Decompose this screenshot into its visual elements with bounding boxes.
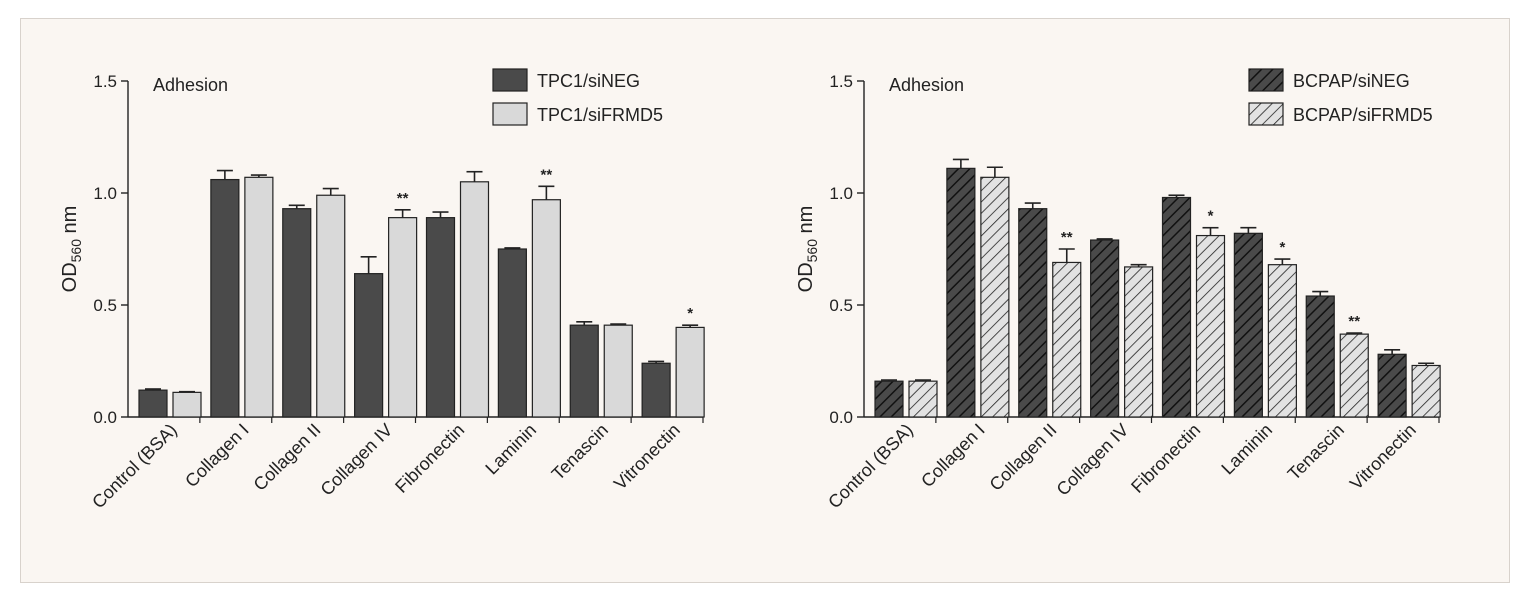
bar-series1 <box>1018 208 1048 418</box>
y-tick-label: 1.5 <box>829 72 853 91</box>
bar-series1 <box>138 389 168 418</box>
category-label: Fibronectin <box>391 420 468 497</box>
bar-series1 <box>1233 232 1263 418</box>
y-axis-label-unit: nm <box>795 206 817 239</box>
bar-series2 <box>388 217 418 418</box>
significance-marker: * <box>687 305 693 322</box>
bar-series2 <box>172 391 202 418</box>
chart-left: 0.0 0.5 1.0 1.5 OD560 nm Adhesion Control (BSA… <box>59 68 705 513</box>
significance-marker: ** <box>1061 229 1073 246</box>
bar-series2 <box>1411 364 1441 418</box>
bar-series2 <box>316 194 346 418</box>
bar-series1 <box>354 273 384 418</box>
bar-series1 <box>1305 295 1335 418</box>
chart-annotation: Adhesion <box>153 75 228 95</box>
bar-series2 <box>1052 261 1082 418</box>
category-label: Collagen II <box>250 420 325 495</box>
category-label: Collagen I <box>917 420 988 491</box>
category-label: Laminin <box>1217 420 1276 479</box>
bar-series1 <box>1161 196 1192 418</box>
legend-label: TPC1/siFRMD5 <box>537 105 663 125</box>
bar-series2 <box>675 326 705 418</box>
legend-label: BCPAP/siFRMD5 <box>1293 105 1433 125</box>
bar-series1 <box>569 324 599 418</box>
bar-series2 <box>1124 266 1154 418</box>
y-tick-label: 1.0 <box>93 184 117 203</box>
bar-series2 <box>908 380 938 418</box>
category-label: Control (BSA) <box>88 420 181 513</box>
y-axis-label: OD560 nm <box>59 206 84 293</box>
significance-marker: * <box>1279 239 1285 256</box>
y-tick-label: 0.0 <box>93 408 117 427</box>
category-label: Tenascin <box>1284 420 1348 484</box>
y-tick-label: 0.5 <box>93 296 117 315</box>
bar-series2 <box>1267 264 1297 418</box>
significance-marker: ** <box>541 166 553 183</box>
category-label: Fibronectin <box>1127 420 1204 497</box>
category-label: Vitronectin <box>1346 420 1420 494</box>
bar-series2 <box>1339 333 1369 418</box>
y-tick-label: 0.0 <box>829 408 853 427</box>
y-axis-label-main: OD <box>795 262 817 292</box>
y-axis-label-sub: 560 <box>804 239 820 263</box>
y-axis-label-sub: 560 <box>68 239 84 263</box>
legend-swatch <box>1248 68 1284 92</box>
category-label: Collagen II <box>986 420 1061 495</box>
category-label: Collagen IV <box>1053 420 1133 500</box>
legend-swatch <box>492 102 528 126</box>
significance-marker: ** <box>397 190 409 207</box>
significance-marker: ** <box>1348 313 1360 330</box>
chart-right: 0.0 0.5 1.0 1.5 OD560 nm Adhesion Control (BSA… <box>795 68 1441 513</box>
category-label: Collagen I <box>181 420 252 491</box>
bar-series2 <box>603 324 633 418</box>
y-tick-label: 0.5 <box>829 296 853 315</box>
significance-marker: * <box>1208 208 1214 225</box>
legend-swatch <box>1248 102 1284 126</box>
y-tick-label: 1.5 <box>93 72 117 91</box>
figure-panel: 0.0 0.5 1.0 1.5 OD560 nm Adhesion Control (BSA… <box>20 18 1510 583</box>
bar-series1 <box>946 167 976 418</box>
category-label: Tenascin <box>548 420 612 484</box>
bar-series1 <box>874 380 904 418</box>
bar-series1 <box>641 362 671 418</box>
bar-series1 <box>1090 239 1120 418</box>
bar-series2 <box>1195 234 1226 418</box>
category-label: Control (BSA) <box>824 420 917 513</box>
y-axis-label-unit: nm <box>59 206 81 239</box>
bar-series2 <box>531 199 561 418</box>
bar-series2 <box>459 181 490 418</box>
bar-series1 <box>497 248 527 418</box>
category-label: Collagen IV <box>317 420 397 500</box>
legend-label: TPC1/siNEG <box>537 71 640 91</box>
y-axis-label-main: OD <box>59 262 81 292</box>
bar-series1 <box>1377 353 1407 418</box>
legend-swatch <box>492 68 528 92</box>
y-axis-label: OD560 nm <box>795 206 820 293</box>
bar-series1 <box>282 208 312 418</box>
chart-annotation: Adhesion <box>889 75 964 95</box>
category-label: Laminin <box>481 420 540 479</box>
category-label: Vitronectin <box>610 420 684 494</box>
bar-series1 <box>210 178 240 418</box>
legend-label: BCPAP/siNEG <box>1293 71 1410 91</box>
bar-series2 <box>244 176 274 418</box>
bar-series1 <box>425 217 456 418</box>
y-tick-label: 1.0 <box>829 184 853 203</box>
bar-series2 <box>980 176 1010 418</box>
